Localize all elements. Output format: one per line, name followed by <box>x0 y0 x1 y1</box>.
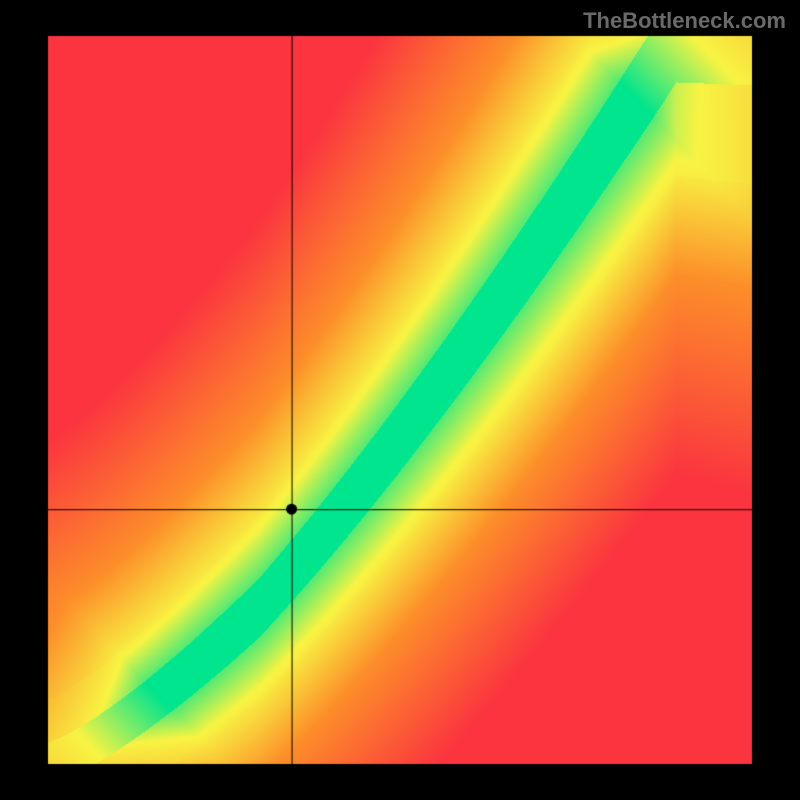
performance-heatmap <box>0 0 800 800</box>
watermark-text: TheBottleneck.com <box>583 8 786 34</box>
